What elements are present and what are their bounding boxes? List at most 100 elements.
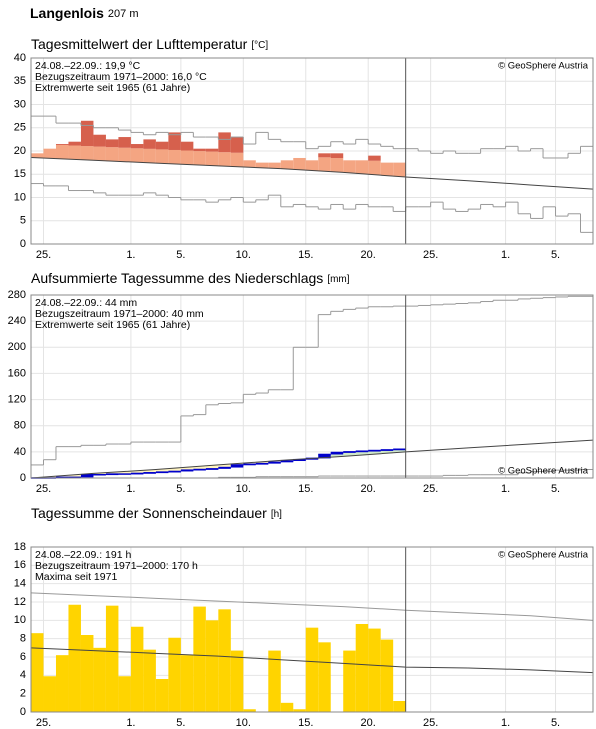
temperature-bar-high [193,148,206,152]
y-tick-label: 240 [8,315,26,327]
x-tick-label: 25. [423,483,438,495]
x-tick-label: 1. [501,249,510,261]
sunshine-bar [243,709,256,712]
temperature-bar-high [180,141,194,151]
annotation: Bezugszeitraum 1971–2000: 16,0 °C [35,71,207,83]
temperature-bar [318,157,331,172]
plot-frame [30,294,594,479]
unit: [°C] [251,40,268,51]
x-tick-label: 20. [361,483,376,495]
deficit-area [218,464,231,468]
deficit-area [93,473,106,475]
y-tick-label: 4 [20,669,26,681]
sunshine-bar [343,650,356,712]
sunshine-bar [105,605,119,712]
y-tick-label: 80 [14,420,26,432]
y-tick-label: 20 [14,145,26,157]
sunshine-bar [93,647,106,712]
title: Aufsummierte Tagessumme des Niederschlag… [31,270,323,286]
deficit-area [143,469,156,473]
x-tick-label: 15. [298,483,313,495]
temperature-bar [243,160,256,168]
temperature-bar-high [68,141,81,146]
deficit-area [155,469,169,473]
annotation: Bezugszeitraum 1971–2000: 40 mm [35,308,204,320]
unit: [h] [271,509,282,520]
normal-line [30,439,594,479]
x-tick-label: 20. [361,249,376,261]
header: Langenlois 207 m [30,5,138,21]
annotation: Bezugszeitraum 1971–2000: 170 h [35,560,198,572]
sunshine-bar [218,609,231,712]
sunshine-bar [68,604,81,712]
temperature-bar-high [318,153,331,158]
y-tick-label: 14 [14,578,26,590]
sunshine-bar [180,655,194,712]
temperature-bar [368,160,381,175]
sunshine-bar [230,650,244,712]
temperature-bar-high [143,139,156,149]
x-tick-label: 25. [36,483,51,495]
temperature-bar [280,160,294,170]
x-tick-label: 5. [551,249,560,261]
title: Tagesmittelwert der Lufttemperatur [31,36,248,52]
sunshine-bar [193,606,206,712]
y-tick-label: 18 [14,541,26,553]
surplus-area [380,449,394,454]
elevation: 207 m [108,8,139,20]
x-tick-label: 5. [551,717,560,729]
sunshine-bar [318,642,331,712]
temperature-bar [55,144,69,159]
x-tick-label: 5. [176,717,185,729]
temperature-bar [43,148,56,159]
annotation: 24.08.–22.09.: 19,9 °C [35,60,141,72]
x-tick-label: 10. [236,717,251,729]
temperature-bar-high [93,134,106,147]
sunshine-bar [280,702,294,712]
sunshine-bar [380,639,394,712]
y-tick-label: 200 [8,341,26,353]
surplus-area [393,449,406,453]
y-tick-label: 10 [14,191,26,203]
x-tick-label: 20. [361,717,376,729]
y-tick-label: 2 [20,688,26,700]
normal-line [30,157,594,190]
deficit-area [68,474,81,478]
y-tick-label: 16 [14,559,26,571]
deficit-area [268,460,281,463]
y-tick-label: 10 [14,614,26,626]
temperature-bar-high [130,144,144,149]
y-tick-label: 6 [20,651,26,663]
y-tick-label: 40 [14,446,26,458]
sunshine-bar [143,649,156,712]
x-tick-label: 25. [36,717,51,729]
y-tick-label: 30 [14,98,26,110]
annotation: Maxima seit 1971 [35,571,117,583]
source: © GeoSphere Austria [498,550,589,561]
temperature-bar [168,149,181,164]
temperature-bar [130,148,144,163]
surplus-area [330,452,344,457]
temperature-bar [118,147,131,162]
plot-frame [30,546,594,713]
precipitation-increment [80,474,94,478]
temperature-bar-high [230,137,244,153]
deficit-area [118,471,131,475]
x-tick-label: 10. [236,483,251,495]
temperature-bar-high [105,139,119,148]
precipitation-increment [318,454,331,459]
temperature-bar [355,160,369,174]
x-tick-label: 5. [551,483,560,495]
temperature-bar-high [155,141,169,150]
x-tick-label: 15. [298,717,313,729]
x-tick-label: 15. [298,249,313,261]
temperature-bar [143,148,156,163]
x-tick-label: 1. [126,483,135,495]
temperature-bar [31,153,44,158]
y-tick-label: 120 [8,393,26,405]
sunshine-bar [268,650,281,712]
deficit-area [130,470,144,474]
y-tick-label: 0 [20,238,26,250]
surplus-area [343,451,356,456]
